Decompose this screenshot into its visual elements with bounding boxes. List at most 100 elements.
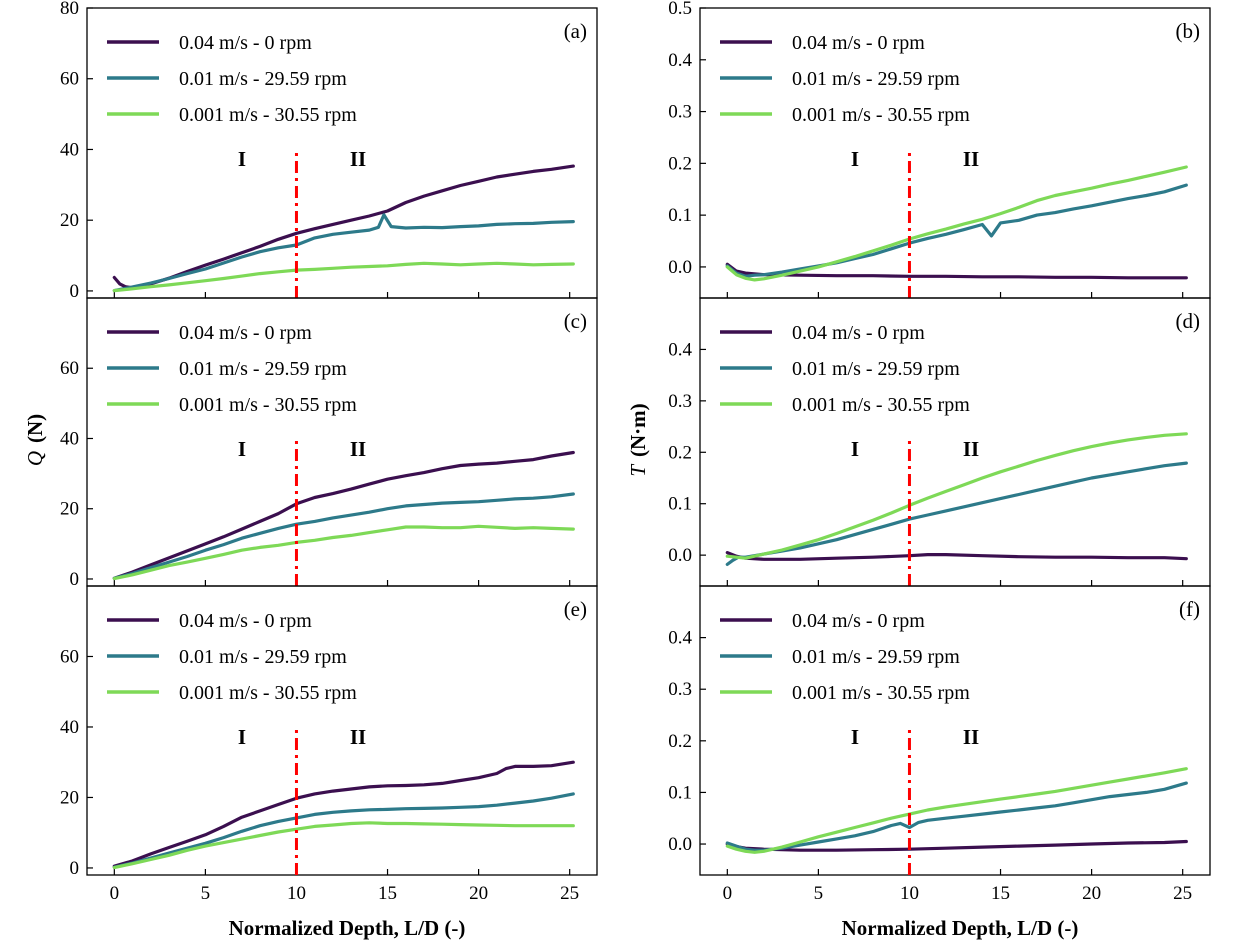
- y-tick-label: 0.1: [668, 494, 692, 515]
- region-label-2: II: [350, 147, 366, 171]
- legend-label-1: 0.04 m/s - 0 rpm: [792, 322, 925, 344]
- series-line-3: [112, 524, 575, 581]
- y-tick-label: 0: [70, 858, 80, 879]
- y-tick-label: 0.0: [668, 834, 692, 855]
- legend-label-2: 0.01 m/s - 29.59 rpm: [792, 646, 960, 668]
- legend-label-2: 0.01 m/s - 29.59 rpm: [179, 646, 347, 668]
- y-tick-label: 0.0: [668, 257, 692, 278]
- y-axis-title-right-unit: (N·m): [626, 403, 650, 457]
- y-tick-label: 0.3: [668, 391, 692, 412]
- y-tick-label: 0: [70, 281, 80, 302]
- y-tick-label: 0.3: [668, 679, 692, 700]
- x-tick-label: 20: [469, 883, 488, 904]
- y-axis-title-left: Q (N): [23, 414, 47, 466]
- x-axis-title-right: Normalized Depth, L/D (-): [842, 916, 1079, 940]
- series-line-1: [725, 550, 1188, 561]
- plot-frame: [86, 585, 598, 876]
- series-line-1: [112, 760, 575, 868]
- series-line-2: [725, 183, 1188, 278]
- x-tick-label: 25: [560, 883, 579, 904]
- series-line-2: [112, 213, 575, 293]
- legend-label-2: 0.01 m/s - 29.59 rpm: [792, 68, 960, 90]
- legend-label-2: 0.01 m/s - 29.59 rpm: [179, 68, 347, 90]
- y-tick-label: 0.4: [668, 628, 692, 649]
- series-line-3: [112, 261, 575, 293]
- panel-label: (f): [1179, 597, 1200, 621]
- y-tick-label: 0.5: [668, 0, 692, 19]
- plot-frame: [699, 585, 1211, 876]
- plot-frame: [699, 7, 1211, 299]
- x-tick-label: 5: [201, 883, 211, 904]
- series-line-2: [112, 492, 575, 580]
- x-tick-label: 15: [378, 883, 397, 904]
- legend-label-3: 0.001 m/s - 30.55 rpm: [792, 394, 970, 416]
- y-axis-title-right: T (N·m): [626, 403, 650, 476]
- x-tick-label: 0: [110, 883, 120, 904]
- y-tick-label: 60: [60, 646, 79, 667]
- y-tick-label: 20: [60, 787, 79, 808]
- x-tick-label: 10: [900, 883, 919, 904]
- x-tick-label: 15: [991, 883, 1010, 904]
- legend-label-1: 0.04 m/s - 0 rpm: [179, 610, 312, 632]
- y-tick-label: 0.2: [668, 153, 692, 174]
- legend-label-3: 0.001 m/s - 30.55 rpm: [179, 104, 357, 126]
- y-tick-label: 60: [60, 69, 79, 90]
- region-label-1: I: [851, 725, 859, 749]
- legend-label-1: 0.04 m/s - 0 rpm: [792, 32, 925, 54]
- y-axis-title-left-symbol: Q: [23, 451, 47, 466]
- legend-label-1: 0.04 m/s - 0 rpm: [179, 322, 312, 344]
- y-tick-label: 0.1: [668, 205, 692, 226]
- y-tick-label: 40: [60, 717, 79, 738]
- y-axis-title-left-unit: (N): [23, 414, 47, 443]
- y-tick-label: 0.3: [668, 102, 692, 123]
- panel-label: (c): [564, 309, 587, 333]
- legend-label-2: 0.01 m/s - 29.59 rpm: [179, 358, 347, 380]
- region-label-1: I: [238, 725, 246, 749]
- y-tick-label: 0.4: [668, 50, 692, 71]
- y-tick-label: 20: [60, 499, 79, 520]
- x-tick-label: 5: [814, 883, 824, 904]
- y-tick-label: 60: [60, 358, 79, 379]
- legend-label-3: 0.001 m/s - 30.55 rpm: [792, 682, 970, 704]
- y-tick-label: 0.0: [668, 545, 692, 566]
- y-tick-label: 0.1: [668, 782, 692, 803]
- x-tick-label: 10: [287, 883, 306, 904]
- y-tick-label: 0.4: [668, 339, 692, 360]
- region-label-1: I: [851, 147, 859, 171]
- region-label-1: I: [238, 147, 246, 171]
- region-label-1: I: [238, 437, 246, 461]
- panel-label: (e): [564, 597, 587, 621]
- y-axis-title-right-symbol: T: [626, 464, 650, 477]
- series-line-1: [112, 450, 575, 580]
- y-tick-label: 40: [60, 139, 79, 160]
- panel-b: 0.00.10.20.30.40.5I II0.04 m/s - 0 rpm0.0…: [668, 0, 1211, 299]
- region-label-2: II: [963, 147, 979, 171]
- legend-label-3: 0.001 m/s - 30.55 rpm: [792, 104, 970, 126]
- x-axis-title-left: Normalized Depth, L/D (-): [229, 916, 466, 940]
- panel-label: (d): [1176, 309, 1201, 333]
- series-line-1: [112, 164, 575, 290]
- legend-label-3: 0.001 m/s - 30.55 rpm: [179, 394, 357, 416]
- series-line-3: [112, 821, 575, 870]
- series-line-3: [725, 767, 1188, 854]
- x-tick-label: 0: [723, 883, 733, 904]
- region-label-2: II: [963, 437, 979, 461]
- legend-label-1: 0.04 m/s - 0 rpm: [792, 610, 925, 632]
- legend-label-3: 0.001 m/s - 30.55 rpm: [179, 682, 357, 704]
- series-line-2: [112, 792, 575, 869]
- y-tick-label: 40: [60, 428, 79, 449]
- y-tick-label: 20: [60, 210, 79, 231]
- region-label-2: II: [350, 437, 366, 461]
- x-tick-label: 25: [1173, 883, 1192, 904]
- panel-label: (a): [564, 19, 587, 43]
- y-tick-label: 0.2: [668, 442, 692, 463]
- plot-frame: [699, 297, 1211, 587]
- series-line-3: [725, 165, 1188, 282]
- y-tick-label: 0.2: [668, 731, 692, 752]
